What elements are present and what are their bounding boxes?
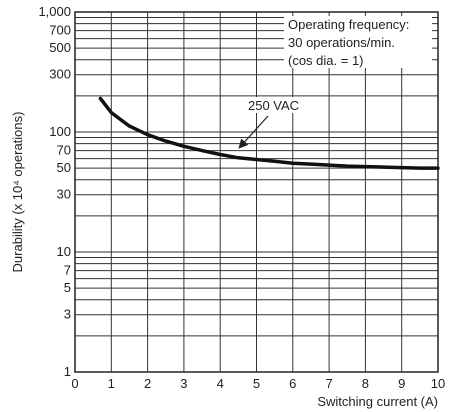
x-tick-label: 6 (289, 376, 296, 391)
y-tick-label: 100 (49, 124, 71, 139)
y-tick-label: 10 (57, 244, 71, 259)
annotation-line-3: (cos dia. = 1) (288, 53, 364, 68)
y-tick-label: 1 (64, 364, 71, 379)
x-tick-label: 7 (325, 376, 332, 391)
y-axis-label: Durability (x 10⁴ operations) (10, 112, 25, 273)
y-tick-label: 3 (64, 307, 71, 322)
series-label-arrow (238, 115, 269, 149)
plot-frame (74, 11, 439, 373)
y-tick-label: 70 (57, 143, 71, 158)
y-tick-label: 7 (64, 263, 71, 278)
y-tick-label: 500 (49, 40, 71, 55)
x-tick-label: 2 (144, 376, 151, 391)
y-tick-label: 700 (49, 23, 71, 38)
annotation-line-2: 30 operations/min. (288, 35, 395, 50)
tick-labels: 0 1 2 3 4 5 6 7 8 9 101357103050701003005007001,00… (38, 4, 445, 391)
x-tick-label: 5 (253, 376, 260, 391)
series-label-250vac: 250 VAC (248, 98, 299, 113)
x-tick-label: 1 (108, 376, 115, 391)
series-layer (98, 96, 440, 170)
y-tick-label: 1,000 (38, 4, 71, 19)
x-tick-label: 0 (71, 376, 78, 391)
y-tick-label: 5 (64, 280, 71, 295)
annotation-line-1: Operating frequency: (288, 17, 409, 32)
x-tick-label: 3 (180, 376, 187, 391)
y-tick-label: 30 (57, 187, 71, 202)
x-tick-label: 4 (217, 376, 224, 391)
x-tick-label: 9 (398, 376, 405, 391)
x-tick-label: 10 (431, 376, 445, 391)
y-tick-label: 50 (57, 160, 71, 175)
annotation-box (284, 16, 432, 68)
x-axis-label: Switching current (A) (317, 394, 438, 409)
y-tick-label: 300 (49, 67, 71, 82)
series-line-250vac (98, 96, 440, 170)
x-tick-label: 8 (362, 376, 369, 391)
series-label-box (243, 97, 305, 113)
